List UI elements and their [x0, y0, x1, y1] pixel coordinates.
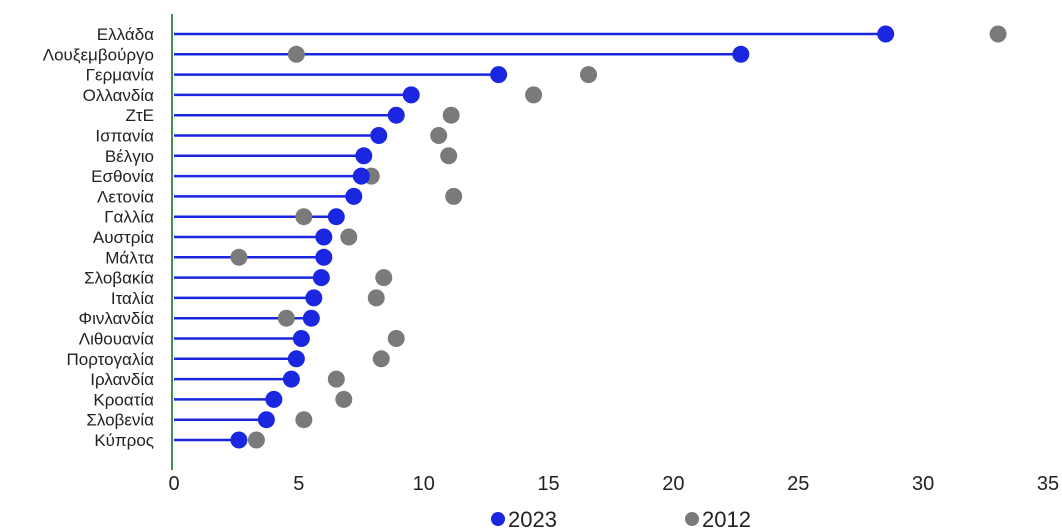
- point-2023-20: [230, 431, 248, 449]
- category-label: Μάλτα: [105, 248, 154, 267]
- x-tick-label: 20: [662, 473, 684, 495]
- category-label: Λετονία: [97, 187, 154, 206]
- point-2012-17: [327, 370, 345, 388]
- point-2023-12: [312, 269, 330, 287]
- point-2023-14: [302, 309, 320, 327]
- point-2012-12: [375, 269, 393, 287]
- point-2012-3: [525, 86, 543, 104]
- point-2012-13: [367, 289, 385, 307]
- category-label: ΖτΕ: [126, 106, 154, 125]
- point-2023-2: [490, 66, 508, 84]
- category-label: Κροατία: [93, 390, 154, 409]
- category-label: Αυστρία: [93, 228, 154, 247]
- point-2012-15: [387, 330, 405, 347]
- point-2023-16: [287, 350, 305, 368]
- point-2012-9: [295, 208, 313, 226]
- point-2012-4: [442, 106, 460, 124]
- point-2023-5: [370, 127, 388, 144]
- x-tick-label: 0: [168, 473, 179, 495]
- point-2012-11: [230, 248, 248, 266]
- x-tick-label: 25: [787, 473, 809, 495]
- point-2012-5: [430, 127, 448, 144]
- point-2023-15: [292, 330, 310, 347]
- category-label: Κύπρος: [94, 431, 154, 450]
- category-label: Σλοβενία: [86, 411, 154, 430]
- point-2023-4: [387, 106, 405, 124]
- point-2012-8: [445, 187, 463, 205]
- point-2023-1: [732, 45, 750, 63]
- category-label: Ιρλανδία: [90, 370, 154, 389]
- category-label: Φινλανδία: [79, 309, 155, 328]
- point-2012-19: [295, 411, 313, 429]
- x-tick-label: 30: [912, 473, 934, 495]
- x-axis-tick-labels: 0 5 10 15 20 25 30 35: [168, 473, 1059, 495]
- category-label: Σλοβακία: [84, 269, 154, 288]
- point-2023-6: [355, 147, 373, 165]
- legend: 2023 2012: [491, 507, 751, 532]
- category-label: Ισπανία: [95, 127, 154, 146]
- category-label: Γερμανία: [86, 66, 155, 85]
- legend-label-2023: 2023: [508, 507, 557, 532]
- series-2023-points: [230, 25, 895, 449]
- point-2023-11: [315, 248, 333, 266]
- point-2012-10: [340, 228, 358, 246]
- point-2023-10: [315, 228, 333, 246]
- point-2012-1: [287, 45, 305, 63]
- series-2012-points: [230, 25, 1007, 449]
- category-label: Ιταλία: [111, 289, 154, 308]
- point-2023-8: [345, 187, 363, 205]
- point-2023-18: [265, 390, 283, 408]
- point-2023-17: [282, 370, 300, 388]
- point-2023-19: [257, 411, 275, 429]
- point-2023-9: [327, 208, 345, 226]
- point-2012-6: [440, 147, 458, 165]
- legend-marker-2012: [685, 512, 699, 526]
- point-2012-0: [989, 25, 1007, 43]
- point-2012-20: [247, 431, 265, 449]
- lollipop-stems: [174, 32, 886, 442]
- category-label: Ελλάδα: [97, 25, 154, 44]
- category-label: Εσθονία: [91, 167, 154, 186]
- legend-label-2012: 2012: [702, 507, 751, 532]
- point-2012-18: [335, 390, 353, 408]
- x-tick-label: 5: [293, 473, 304, 495]
- legend-marker-2023: [491, 512, 505, 526]
- category-label: Λιθουανία: [79, 330, 154, 349]
- point-2023-0: [877, 25, 895, 43]
- category-label: Βέλγιο: [105, 147, 154, 166]
- point-2012-14: [277, 309, 295, 327]
- point-2012-2: [580, 66, 598, 84]
- category-label: Γαλλία: [104, 208, 154, 227]
- x-tick-label: 15: [537, 473, 559, 495]
- category-label: Λουξεμβούργο: [43, 45, 154, 64]
- point-2023-13: [305, 289, 323, 307]
- point-2023-7: [352, 167, 370, 185]
- point-2012-16: [372, 350, 390, 368]
- x-tick-label: 35: [1037, 473, 1059, 495]
- category-label: Πορτογαλία: [66, 350, 154, 369]
- point-2023-3: [402, 86, 420, 104]
- category-label: Ολλανδία: [83, 86, 155, 105]
- x-tick-label: 10: [413, 473, 435, 495]
